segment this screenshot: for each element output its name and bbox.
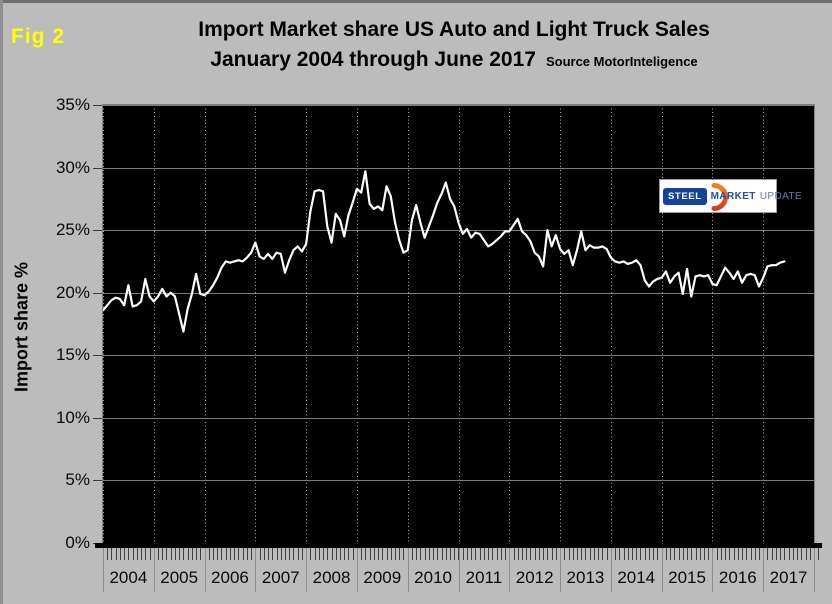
chart-plot-svg [103, 105, 814, 543]
y-tick-label: 5% [65, 470, 90, 490]
logo-swoosh-icon [711, 183, 728, 211]
window-left-edge [0, 0, 3, 604]
year-label: 2016 [718, 568, 757, 587]
y-tick-mark [93, 417, 103, 419]
year-label: 2013 [566, 568, 605, 587]
chart-source: Source MotorInteligence [545, 54, 698, 69]
y-tick-mark [93, 167, 103, 169]
year-label: 2011 [465, 568, 503, 587]
y-tick-label: 0% [65, 533, 90, 552]
year-label: 2010 [414, 568, 452, 587]
smu-logo: STEEL MARKET UPDATE [659, 179, 802, 213]
chart-title: Import Market share US Auto and Light Tr… [198, 18, 710, 41]
y-tick-label: 30% [55, 157, 90, 177]
x-axis [95, 543, 822, 592]
y-tick-label: 10% [55, 407, 90, 427]
y-tick-label: 15% [55, 345, 90, 365]
year-label: 2008 [312, 568, 351, 587]
year-label: 2014 [617, 568, 656, 587]
data-line [103, 170, 786, 333]
y-axis-title: Import share % [11, 261, 32, 393]
year-label: 2004 [109, 568, 148, 587]
year-label: 2005 [160, 568, 199, 587]
year-label: 2007 [261, 568, 300, 587]
year-label: 2006 [211, 568, 249, 587]
year-label: 2015 [668, 568, 706, 587]
plot-area [102, 104, 815, 544]
chart-title-block: Import Market share US Auto and Light Tr… [84, 16, 824, 76]
chart-subtitle: January 2004 through June 2017 Source Mot… [84, 46, 824, 76]
y-tick-mark [93, 105, 103, 106]
y-tick-label: 25% [55, 220, 90, 240]
logo-steel-badge: STEEL [663, 187, 707, 205]
y-tick-mark [93, 230, 103, 232]
y-tick-mark [93, 355, 103, 357]
y-tick-label: 35% [55, 95, 90, 114]
year-label: 2017 [769, 568, 808, 587]
logo-market-text: MARKET [710, 190, 756, 202]
window-top-edge [0, 0, 832, 3]
y-tick-mark [93, 292, 103, 294]
year-label: 2012 [515, 568, 554, 587]
year-label: 2009 [363, 568, 402, 587]
y-tick-mark [93, 480, 103, 482]
y-tick-label: 20% [55, 282, 90, 302]
logo-update-text: UPDATE [759, 190, 803, 202]
fig-label: Fig 2 [11, 25, 66, 48]
chart-subtitle-text: January 2004 through June 2017 [210, 48, 536, 71]
